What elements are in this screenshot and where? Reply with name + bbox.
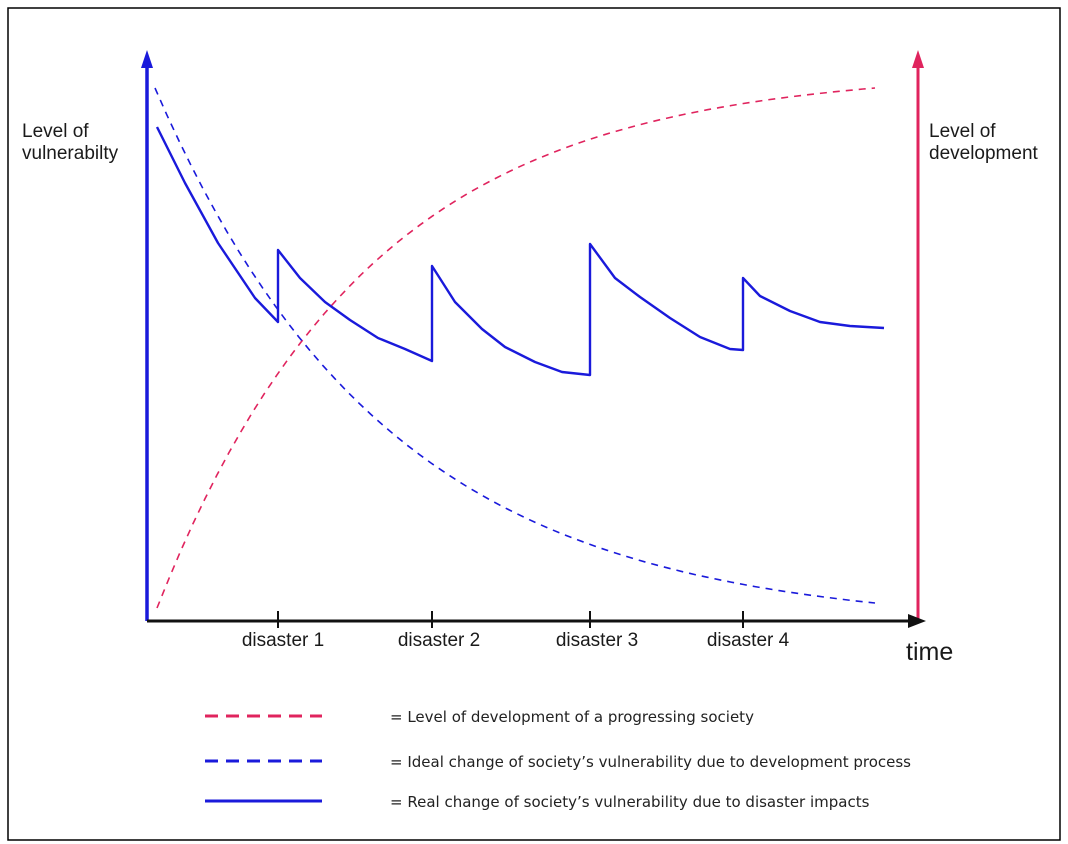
disaster-ticks xyxy=(277,611,744,628)
legend-text-ideal-vulnerability: = Ideal change of society’s vulnerabilit… xyxy=(390,753,911,771)
time-axis-label: time xyxy=(906,638,953,666)
vulnerability-axis-arrowhead xyxy=(141,50,153,68)
disaster-1-label: disaster 1 xyxy=(242,630,324,651)
legend: = Level of development of a progressing … xyxy=(205,708,911,811)
development-curve xyxy=(156,87,876,609)
development-axis-arrowhead xyxy=(912,50,924,68)
legend-text-real-vulnerability: = Real change of society’s vulnerability… xyxy=(390,793,870,811)
legend-text-development: = Level of development of a progressing … xyxy=(390,708,754,726)
diagram-frame xyxy=(7,7,1061,841)
disaster-4-label: disaster 4 xyxy=(707,630,790,651)
ideal-vulnerability-curve xyxy=(154,87,876,604)
right-axis-label: Level of development xyxy=(929,121,1039,164)
disaster-2-label: disaster 2 xyxy=(398,630,480,651)
disaster-3-label: disaster 3 xyxy=(556,630,638,651)
time-axis-arrowhead xyxy=(908,614,926,628)
real-vulnerability-curve xyxy=(155,126,885,377)
left-axis-label: Level of vulnerabilty xyxy=(22,121,119,164)
